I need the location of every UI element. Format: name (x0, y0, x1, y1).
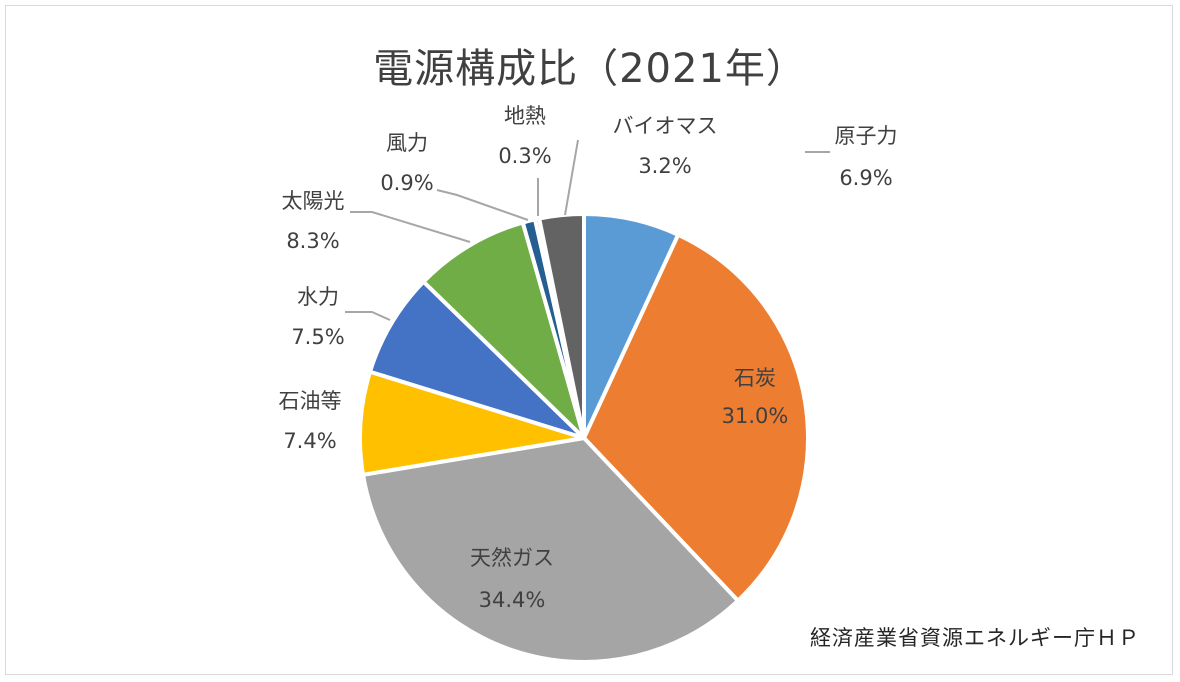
slice-label-3: 天然ガス (470, 546, 554, 570)
pie-slice-6 (421, 220, 586, 440)
slice-label-7: 風力 (386, 131, 428, 155)
pie-slice-4 (358, 369, 586, 477)
slice-value-8: 0.3% (498, 144, 551, 168)
leader-line-9 (564, 139, 579, 216)
slice-value-1: 6.9% (839, 166, 892, 190)
chart-title: 電源構成比（2021年） (373, 46, 807, 92)
slice-value-9: 3.2% (638, 154, 691, 178)
leader-line-7 (436, 189, 529, 221)
pie-slice-3 (361, 436, 740, 664)
slice-label-8: 地熱 (504, 104, 546, 128)
slice-label-4: 石油等 (279, 389, 342, 413)
slice-value-7: 0.9% (380, 171, 433, 195)
source-credit: 経済産業省資源エネルギー庁ＨＰ (810, 626, 1140, 650)
leader-line-6 (350, 211, 471, 243)
slice-label-9: バイオマス (613, 114, 718, 138)
slice-value-2: 31.0% (722, 404, 789, 428)
slice-value-5: 7.5% (291, 325, 344, 349)
pie-slice-2 (582, 232, 810, 603)
slice-value-3: 34.4% (479, 588, 546, 612)
pie-slice-5 (368, 279, 586, 440)
slice-value-4: 7.4% (283, 429, 336, 453)
slice-label-6: 太陽光 (282, 189, 345, 213)
slice-label-1: 原子力 (835, 124, 898, 148)
slice-label-2: 石炭 (734, 366, 776, 390)
leader-line-5 (345, 311, 391, 321)
slice-value-6: 8.3% (286, 229, 339, 253)
slice-label-5: 水力 (297, 285, 339, 309)
pie-slice-9 (537, 212, 586, 440)
